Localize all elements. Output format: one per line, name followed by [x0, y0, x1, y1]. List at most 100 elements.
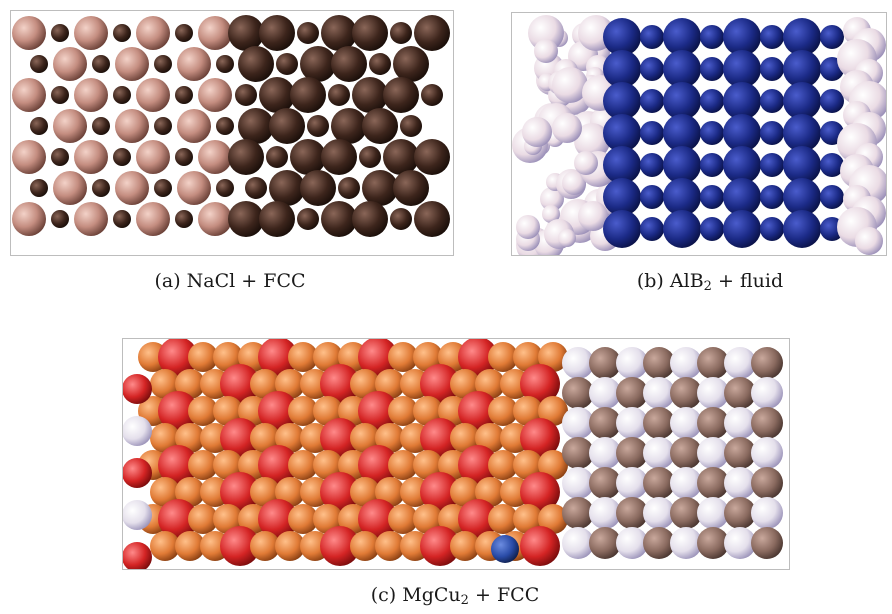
mgcu2-small-particle	[475, 423, 505, 453]
mgcu2-small-particle	[375, 531, 405, 561]
alb2-particle	[783, 146, 821, 184]
fluid-particle	[855, 227, 883, 255]
fcc-particle	[697, 497, 729, 529]
mgcu2-small-particle	[350, 423, 380, 453]
alb2-particle	[700, 89, 724, 113]
alb2-particle	[663, 50, 701, 88]
fcc-particle	[589, 467, 621, 499]
mgcu2-large-particle	[358, 339, 398, 377]
fcc-particle	[352, 77, 388, 113]
fluid-particle	[562, 171, 586, 195]
fcc-particle	[400, 115, 422, 137]
alb2-particle	[760, 25, 784, 49]
fcc-particle	[269, 170, 305, 206]
alb2-particle	[783, 50, 821, 88]
fcc-particle	[643, 347, 675, 379]
mgcu2-small-particle	[513, 504, 543, 534]
mgcu2-small-particle	[350, 477, 380, 507]
nacl-particle	[53, 109, 87, 143]
fluid-particle	[528, 15, 564, 51]
mgcu2-small-particle	[538, 342, 568, 372]
fcc-particle	[383, 139, 419, 175]
fcc-particle	[697, 377, 729, 409]
fcc-particle	[321, 201, 357, 237]
nacl-small-particle	[154, 117, 172, 135]
alb2-particle	[760, 217, 784, 241]
nacl-small-particle	[216, 179, 234, 197]
alb2-particle	[723, 18, 761, 56]
alb2-particle	[723, 178, 761, 216]
stray-particle	[491, 535, 519, 563]
nacl-particle	[198, 78, 232, 112]
nacl-particle	[136, 16, 170, 50]
fcc-particle	[724, 377, 756, 409]
alb2-particle	[723, 114, 761, 152]
panel-c-svg	[123, 339, 783, 569]
fcc-particle	[616, 347, 648, 379]
fcc-particle	[589, 527, 621, 559]
nacl-small-particle	[51, 86, 69, 104]
fcc-particle	[562, 377, 594, 409]
alb2-particle	[603, 114, 641, 152]
mgcu2-small-particle	[175, 531, 205, 561]
nacl-small-particle	[51, 24, 69, 42]
mgcu2-small-particle	[388, 450, 418, 480]
fcc-particle	[670, 377, 702, 409]
mgcu2-small-particle	[213, 450, 243, 480]
mgcu2-small-particle	[513, 396, 543, 426]
alb2-particle	[640, 57, 664, 81]
caption-c: (c) MgCu2 + FCC	[370, 584, 540, 608]
nacl-particle	[115, 47, 149, 81]
alb2-particle	[603, 146, 641, 184]
alb2-particle	[723, 146, 761, 184]
fcc-particle	[751, 527, 783, 559]
fcc-particle	[616, 467, 648, 499]
fluid-particle	[552, 113, 582, 143]
alb2-particle	[603, 210, 641, 248]
nacl-particle	[12, 202, 46, 236]
fcc-particle	[643, 467, 675, 499]
alb2-particle	[700, 153, 724, 177]
fcc-particle	[414, 15, 450, 51]
fcc-particle	[276, 53, 298, 75]
panel-b-image	[511, 12, 887, 256]
fcc-particle	[307, 115, 329, 137]
fcc-particle	[562, 407, 594, 439]
mgcu2-large-particle	[420, 364, 460, 404]
mgcu2-small-particle	[275, 423, 305, 453]
mgcu2-small-particle	[488, 504, 518, 534]
mgcu2-large-particle	[520, 418, 560, 458]
fcc-particle	[393, 46, 429, 82]
mgcu2-large-particle	[258, 391, 298, 431]
alb2-particle	[760, 121, 784, 145]
fcc-particle	[670, 527, 702, 559]
mgcu2-small-particle	[175, 477, 205, 507]
alb2-particle	[760, 153, 784, 177]
mgcu2-large-particle	[158, 499, 198, 539]
nacl-particle	[74, 140, 108, 174]
alb2-particle	[640, 25, 664, 49]
mgcu2-large-particle	[520, 472, 560, 512]
mgcu2-small-particle	[375, 477, 405, 507]
mgcu2-small-particle	[413, 396, 443, 426]
nacl-particle	[12, 78, 46, 112]
nacl-small-particle	[51, 148, 69, 166]
nacl-particle	[198, 16, 232, 50]
fcc-particle	[697, 437, 729, 469]
alb2-particle	[820, 25, 844, 49]
fcc-particle	[643, 497, 675, 529]
alb2-particle	[663, 146, 701, 184]
fcc-particle	[670, 437, 702, 469]
fcc-particle	[751, 497, 783, 529]
nacl-small-particle	[175, 148, 193, 166]
caption-c-partner: FCC	[496, 584, 540, 606]
nacl-particle	[198, 202, 232, 236]
mgcu2-large-particle	[458, 445, 498, 485]
mgcu2-large-particle	[458, 339, 498, 377]
fcc-particle	[369, 53, 391, 75]
alb2-particle	[783, 114, 821, 152]
alb2-particle	[640, 217, 664, 241]
fcc-particle	[338, 177, 360, 199]
fcc-particle	[390, 208, 412, 230]
fcc-particle	[643, 377, 675, 409]
